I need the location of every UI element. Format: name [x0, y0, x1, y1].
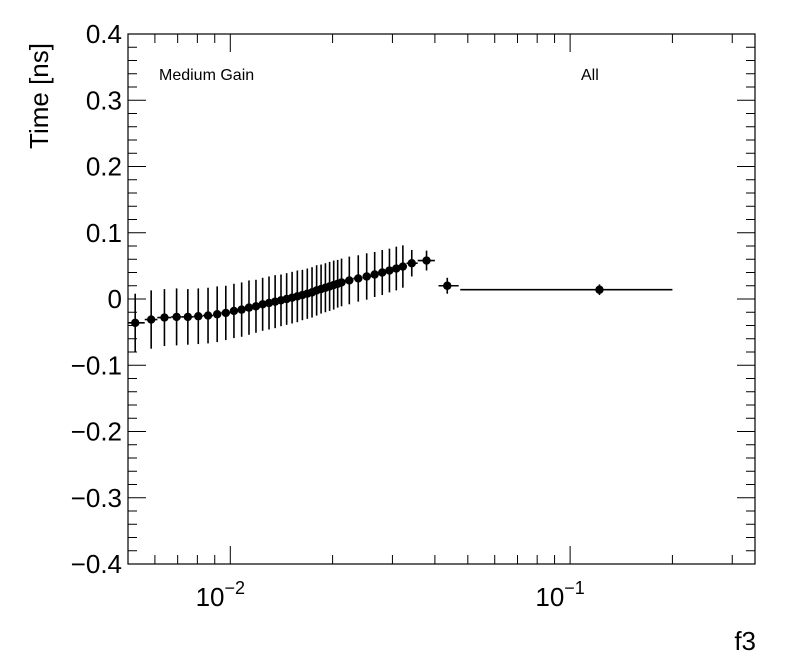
data-point: [144, 290, 158, 349]
point-marker: [362, 272, 371, 281]
data-point: [353, 255, 363, 302]
y-tick-label: 0: [108, 284, 122, 314]
data-point: [202, 287, 214, 344]
tick-labels: −0.4−0.3−0.2−0.100.10.20.30.410−2 10−1: [71, 19, 585, 612]
point-marker: [221, 308, 231, 318]
y-tick-label: 0.1: [86, 218, 122, 248]
data-point: [460, 284, 673, 296]
data-point: [385, 248, 394, 293]
data-point: [392, 246, 401, 291]
data-point: [128, 293, 145, 352]
point-marker: [194, 312, 203, 321]
point-marker: [237, 305, 246, 314]
point-marker: [131, 318, 140, 328]
point-marker: [244, 303, 254, 312]
point-marker: [354, 274, 363, 283]
annotation-medium-gain: Medium Gain: [159, 67, 254, 84]
point-marker: [345, 276, 354, 285]
y-tick-label: 0.4: [86, 19, 122, 49]
data-point: [438, 277, 459, 294]
point-marker: [422, 256, 431, 265]
data-point: [237, 282, 246, 337]
data-point: [406, 249, 418, 277]
x-axis-label: f3: [734, 626, 756, 656]
point-marker: [146, 315, 156, 324]
data-points: [128, 245, 673, 352]
data-point: [417, 250, 435, 271]
y-tick-label: −0.4: [71, 549, 122, 579]
point-marker: [258, 300, 267, 309]
x-tick-label: 10−1: [535, 578, 584, 612]
point-marker: [370, 270, 379, 279]
point-marker: [378, 268, 387, 277]
data-point: [258, 277, 267, 331]
data-point: [244, 280, 254, 335]
data-point: [171, 288, 182, 346]
data-point: [370, 251, 379, 298]
data-point: [270, 275, 280, 329]
data-point: [362, 253, 372, 300]
data-point: [251, 279, 261, 333]
x-tick-label: 10−2: [196, 578, 245, 612]
annotation-all: All: [581, 67, 599, 84]
point-marker: [443, 281, 452, 290]
point-marker: [398, 262, 408, 271]
point-marker: [172, 312, 181, 322]
plot-frame: [127, 33, 756, 565]
point-marker: [212, 310, 222, 319]
data-point: [343, 256, 354, 305]
x-tick-base: 10: [196, 582, 225, 612]
point-marker: [160, 313, 169, 322]
point-marker: [385, 266, 394, 275]
point-marker: [595, 285, 604, 294]
data-point: [378, 249, 387, 296]
y-tick-label: −0.2: [71, 417, 122, 447]
x-tick-exponent: −1: [564, 578, 585, 598]
y-tick-label: −0.3: [71, 483, 122, 513]
x-tick-exponent: −2: [224, 578, 245, 598]
point-marker: [183, 312, 193, 322]
data-point: [398, 245, 408, 288]
data-point: [181, 289, 194, 345]
data-point: [157, 289, 172, 347]
point-marker: [392, 264, 401, 273]
point-marker: [407, 259, 416, 268]
y-tick-label: 0.2: [86, 152, 122, 182]
y-tick-label: 0.3: [86, 85, 122, 115]
point-marker: [203, 311, 213, 320]
data-point: [221, 285, 231, 341]
y-axis-label: Time [ns]: [24, 43, 54, 149]
point-marker: [229, 306, 239, 316]
data-point: [193, 288, 203, 345]
data-point: [229, 283, 239, 339]
point-marker: [251, 302, 261, 311]
data-point: [212, 286, 222, 343]
point-marker: [337, 278, 346, 287]
y-tick-label: −0.1: [71, 350, 122, 380]
x-tick-base: 10: [535, 582, 564, 612]
